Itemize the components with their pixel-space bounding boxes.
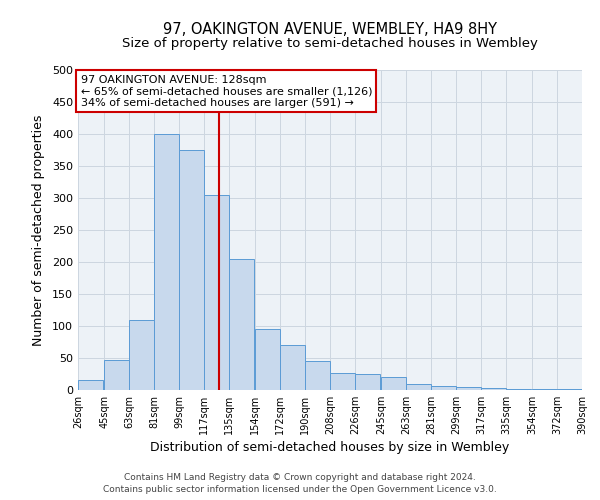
Bar <box>154 134 179 390</box>
Bar <box>229 259 254 390</box>
Text: 97 OAKINGTON AVENUE: 128sqm
← 65% of semi-detached houses are smaller (1,126)
34: 97 OAKINGTON AVENUE: 128sqm ← 65% of sem… <box>80 75 372 108</box>
Bar <box>406 384 431 390</box>
Text: Size of property relative to semi-detached houses in Wembley: Size of property relative to semi-detach… <box>122 38 538 51</box>
Bar <box>381 377 406 390</box>
Bar <box>280 345 305 390</box>
Bar <box>506 388 531 390</box>
X-axis label: Distribution of semi-detached houses by size in Wembley: Distribution of semi-detached houses by … <box>151 441 509 454</box>
Bar <box>355 374 380 390</box>
Bar <box>179 150 204 390</box>
Text: 97, OAKINGTON AVENUE, WEMBLEY, HA9 8HY: 97, OAKINGTON AVENUE, WEMBLEY, HA9 8HY <box>163 22 497 38</box>
Y-axis label: Number of semi-detached properties: Number of semi-detached properties <box>32 114 45 346</box>
Bar <box>431 386 456 390</box>
Bar <box>78 380 103 390</box>
Bar <box>557 388 582 390</box>
Bar <box>481 388 506 390</box>
Bar <box>129 320 154 390</box>
Bar <box>456 387 481 390</box>
Text: Contains public sector information licensed under the Open Government Licence v3: Contains public sector information licen… <box>103 485 497 494</box>
Bar <box>204 195 229 390</box>
Bar <box>330 372 355 390</box>
Bar <box>255 329 280 390</box>
Text: Contains HM Land Registry data © Crown copyright and database right 2024.: Contains HM Land Registry data © Crown c… <box>124 472 476 482</box>
Bar <box>305 361 330 390</box>
Bar <box>104 360 129 390</box>
